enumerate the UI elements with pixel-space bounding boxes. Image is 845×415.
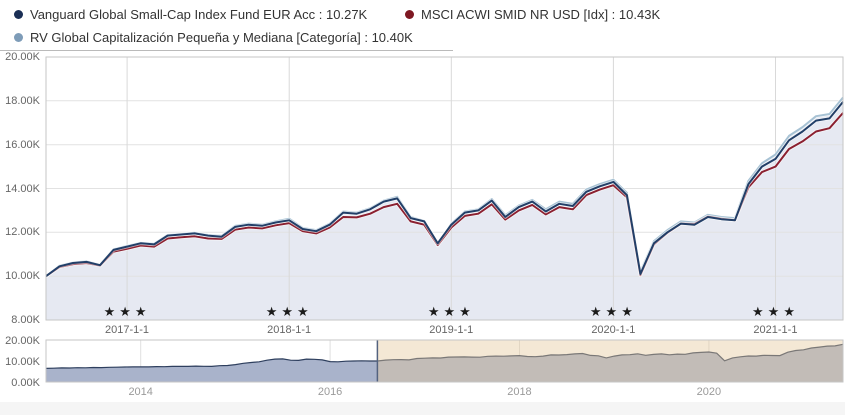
plot-border	[45, 56, 844, 321]
x-axis-label: 2017-1-1	[105, 324, 150, 336]
navigator-x-label: 2014	[128, 386, 153, 398]
star-rating-marker: ★★★	[752, 304, 799, 319]
y-axis-label: 14.00K	[5, 182, 40, 195]
navigator-x-label: 2016	[317, 386, 343, 398]
legend-item-category[interactable]: RV Global Capitalización Pequeña y Media…	[14, 29, 413, 45]
bottom-strip	[0, 402, 845, 415]
y-axis-label: 18.00K	[5, 94, 40, 107]
y-axis-label: 16.00K	[5, 138, 40, 151]
star-rating-marker: ★★★	[428, 304, 475, 319]
legend-marker-index-icon	[405, 9, 414, 19]
x-axis-label: 2020-1-1	[591, 324, 636, 336]
legend-label-index: MSCI ACWI SMID NR USD [Idx] : 10.43K	[421, 6, 661, 22]
legend-divider	[0, 50, 453, 51]
x-axis-label: 2018-1-1	[267, 324, 312, 336]
star-rating-marker: ★★★	[266, 304, 313, 319]
navigator-border	[45, 339, 844, 383]
x-axis-label: 2021-1-1	[753, 324, 798, 336]
legend-marker-category-icon	[14, 32, 23, 42]
navigator-x-label: 2018	[507, 386, 532, 398]
navigator-area[interactable]	[46, 344, 843, 382]
y-axis-label: 20.00K	[5, 51, 40, 63]
legend-item-fund[interactable]: Vanguard Global Small-Cap Index Fund EUR…	[14, 6, 367, 22]
legend-item-index[interactable]: MSCI ACWI SMID NR USD [Idx] : 10.43K	[405, 6, 660, 22]
x-axis-label: 2019-1-1	[429, 324, 474, 336]
navigator-y-label: 20.00K	[5, 335, 40, 347]
legend-marker-fund-icon	[14, 9, 23, 19]
navigator-y-label: 10.00K	[5, 356, 40, 368]
y-axis-label: 12.00K	[5, 226, 40, 239]
growth-area-fill	[46, 97, 843, 320]
star-rating-marker: ★★★	[590, 304, 637, 319]
navigator-y-label: 0.00K	[11, 377, 40, 389]
y-axis-label: 8.00K	[11, 314, 40, 326]
legend-label-fund: Vanguard Global Small-Cap Index Fund EUR…	[30, 6, 368, 22]
star-rating-marker: ★★★	[104, 304, 151, 319]
navigator-x-label: 2020	[696, 386, 722, 398]
series-line-vanguard	[45, 101, 844, 278]
navigator-line	[45, 343, 844, 369]
navigator-selected-range[interactable]	[377, 340, 843, 382]
legend-label-category: RV Global Capitalización Pequeña y Media…	[30, 29, 413, 45]
y-axis-label: 10.00K	[5, 270, 40, 283]
